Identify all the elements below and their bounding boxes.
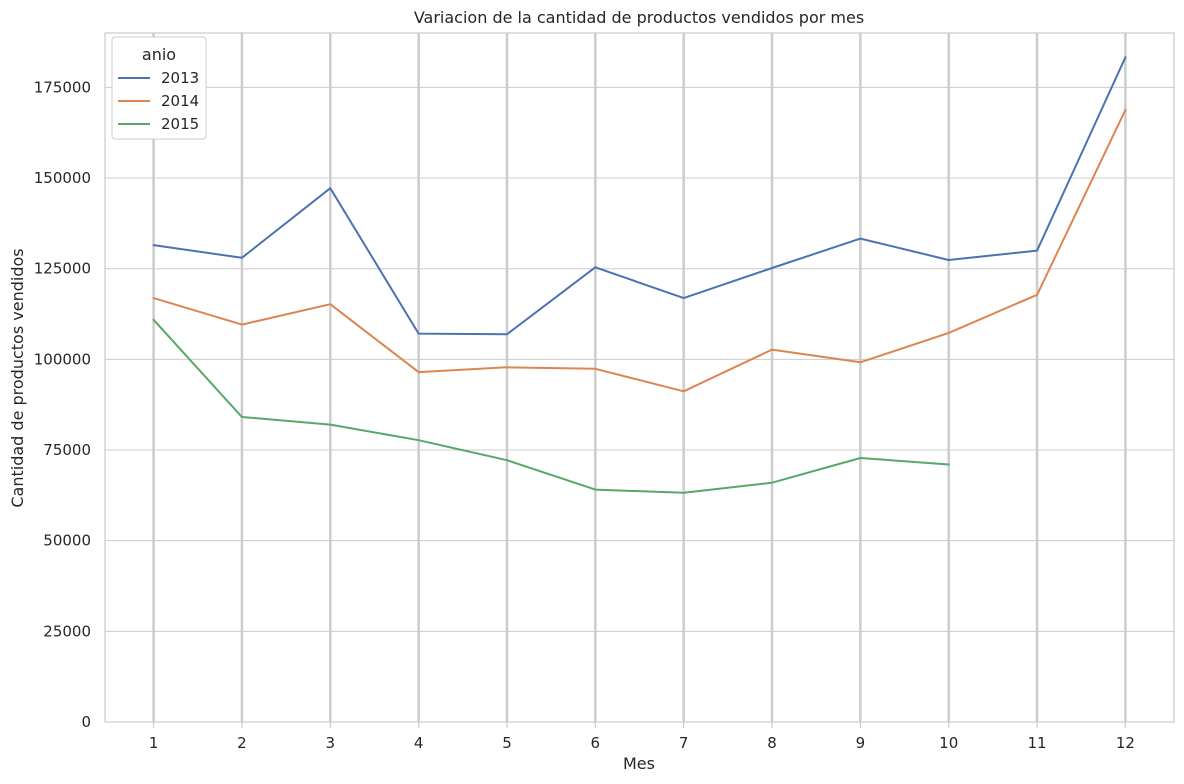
legend-box [111, 36, 207, 140]
chart-title: Variacion de la cantidad de productos ve… [414, 8, 864, 27]
series-line-2014 [152, 108, 1127, 393]
x-tick-label: 12 [1116, 734, 1135, 752]
legend: anio 2013 2014 2015 [111, 36, 207, 140]
series-lines [152, 56, 1127, 494]
series-line-2015 [152, 318, 950, 494]
y-tick-label: 25000 [43, 622, 91, 640]
x-tick-label: 5 [502, 734, 512, 752]
x-tick-label: 7 [679, 734, 689, 752]
x-tick-label: 9 [856, 734, 866, 752]
plot-frame [104, 32, 1175, 723]
y-axis-ticks: 0 25000 50000 75000 100000 125000 150000 175000 [34, 78, 91, 731]
x-axis-label: Mes [623, 754, 655, 773]
y-axis-label: Cantidad de productos vendidos [8, 248, 27, 507]
x-tick-label: 4 [414, 734, 424, 752]
x-tick-label: 1 [149, 734, 159, 752]
grid [105, 33, 1174, 723]
legend-label: 2015 [161, 115, 199, 133]
x-tick-label: 3 [326, 734, 336, 752]
y-tick-label: 100000 [34, 350, 91, 368]
legend-items: 2013 2014 2015 [118, 69, 199, 133]
legend-title: anio [142, 45, 176, 64]
legend-label: 2013 [161, 69, 199, 87]
y-tick-label: 175000 [34, 78, 91, 96]
y-tick-label: 125000 [34, 260, 91, 278]
y-tick-label: 0 [81, 713, 91, 731]
series-line-2013 [152, 56, 1127, 336]
legend-label: 2014 [161, 92, 199, 110]
x-axis-ticks: 1 2 3 4 5 6 7 8 9 10 11 12 [149, 722, 1135, 752]
x-tick-label: 10 [939, 734, 958, 752]
y-tick-label: 50000 [43, 532, 91, 550]
x-tick-label: 8 [767, 734, 777, 752]
y-tick-label: 75000 [43, 441, 91, 459]
x-tick-label: 6 [591, 734, 601, 752]
x-tick-label: 11 [1028, 734, 1047, 752]
x-tick-label: 2 [237, 734, 247, 752]
y-tick-label: 150000 [34, 169, 91, 187]
